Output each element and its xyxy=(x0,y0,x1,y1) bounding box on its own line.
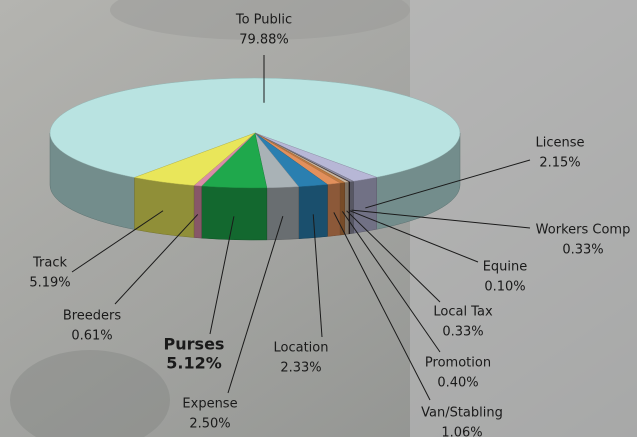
chart: To Public 79.88% License 2.15% Workers Comp 0… xyxy=(0,0,637,437)
background-panel xyxy=(410,0,637,437)
slice-side xyxy=(340,182,345,235)
value-label: 2.33% xyxy=(280,361,321,376)
value-label: 2.15% xyxy=(539,156,580,171)
slice-side xyxy=(299,184,328,238)
value-label: 0.10% xyxy=(484,280,525,295)
slice-label: Van/Stabling xyxy=(421,406,503,421)
slice-label: Location xyxy=(274,341,329,356)
value-label: 0.40% xyxy=(437,376,478,391)
value-label: 0.33% xyxy=(562,243,603,258)
value-label: 0.33% xyxy=(442,325,483,340)
value-label: 0.61% xyxy=(71,329,112,344)
value-label: 79.88% xyxy=(239,33,289,48)
slice-label: License xyxy=(535,136,584,151)
slice-label: To Public xyxy=(235,13,292,28)
slice-label: Workers Comp xyxy=(536,223,631,238)
value-label: 5.12% xyxy=(166,354,222,373)
slice-label: Breeders xyxy=(63,309,122,324)
slice-side xyxy=(267,187,299,240)
slice-label: Equine xyxy=(483,260,528,275)
slice-label: Expense xyxy=(182,397,237,412)
slice-label: Track xyxy=(32,256,67,271)
slice-label: Purses xyxy=(164,335,225,354)
slice-label: Local Tax xyxy=(433,305,493,320)
slice-label: Promotion xyxy=(425,356,491,371)
slice-side xyxy=(327,183,340,236)
slice-side xyxy=(202,186,267,240)
slice-side xyxy=(345,182,349,235)
value-label: 2.50% xyxy=(189,417,230,432)
value-label: 1.06% xyxy=(441,426,482,437)
value-label: 5.19% xyxy=(29,276,70,291)
pie xyxy=(50,78,460,240)
slice-side xyxy=(194,186,202,239)
